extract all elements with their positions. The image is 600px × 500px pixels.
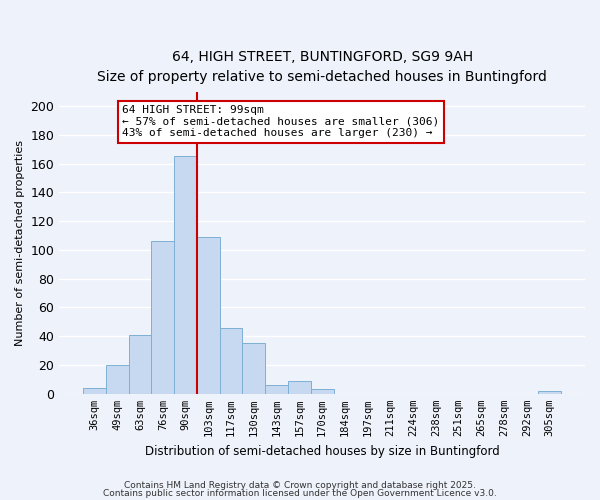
Bar: [83, 388, 106, 394]
Bar: [106, 365, 129, 394]
Bar: [265, 385, 288, 394]
Bar: [242, 344, 265, 394]
X-axis label: Distribution of semi-detached houses by size in Buntingford: Distribution of semi-detached houses by …: [145, 444, 500, 458]
Bar: [129, 335, 151, 394]
Bar: [197, 237, 220, 394]
Text: Contains public sector information licensed under the Open Government Licence v3: Contains public sector information licen…: [103, 488, 497, 498]
Bar: [174, 156, 197, 394]
Bar: [220, 328, 242, 394]
Y-axis label: Number of semi-detached properties: Number of semi-detached properties: [15, 140, 25, 346]
Bar: [151, 242, 174, 394]
Text: 64 HIGH STREET: 99sqm
← 57% of semi-detached houses are smaller (306)
43% of sem: 64 HIGH STREET: 99sqm ← 57% of semi-deta…: [122, 105, 440, 138]
Bar: [538, 391, 561, 394]
Title: 64, HIGH STREET, BUNTINGFORD, SG9 9AH
Size of property relative to semi-detached: 64, HIGH STREET, BUNTINGFORD, SG9 9AH Si…: [97, 50, 547, 84]
Text: Contains HM Land Registry data © Crown copyright and database right 2025.: Contains HM Land Registry data © Crown c…: [124, 481, 476, 490]
Bar: [288, 381, 311, 394]
Bar: [311, 390, 334, 394]
